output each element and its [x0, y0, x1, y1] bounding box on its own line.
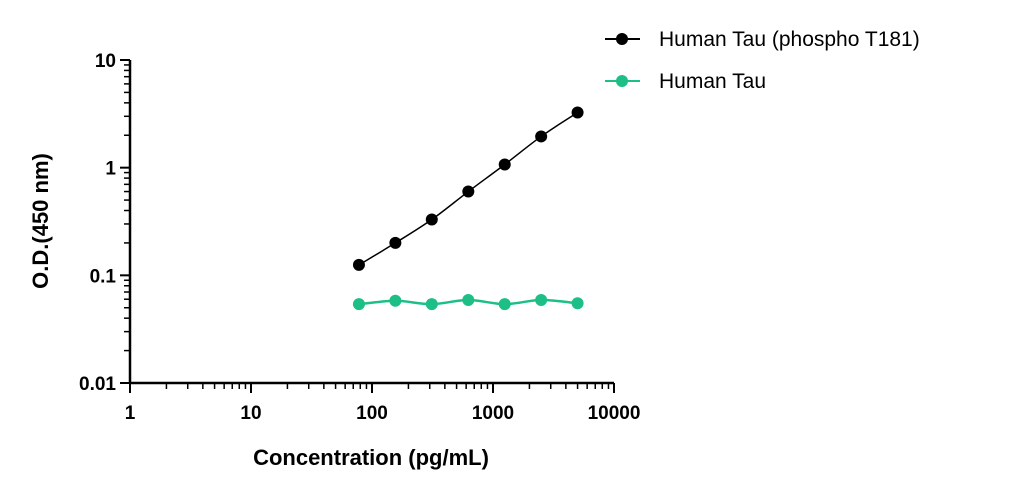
- data-point: [389, 294, 402, 307]
- y-axis-title: O.D.(450 nm): [28, 153, 53, 289]
- legend-label: Human Tau: [659, 70, 766, 93]
- data-point: [498, 158, 511, 171]
- data-point: [425, 213, 438, 226]
- x-axis-title: Concentration (pg/mL): [253, 445, 489, 470]
- data-point: [425, 298, 438, 311]
- y-tick-label: 0.01: [79, 374, 116, 395]
- legend-marker: [616, 33, 628, 45]
- data-point: [498, 298, 511, 311]
- legend-marker: [616, 75, 628, 87]
- x-tick-label: 10000: [588, 403, 641, 424]
- tick-labels: 1 10 100 1000 10000 0.01 0.1 1 10: [79, 51, 640, 424]
- y-tick-label: 0.1: [90, 266, 117, 287]
- data-point: [571, 106, 584, 119]
- legend-item: Human Tau (phospho T181): [605, 28, 920, 51]
- x-tick-label: 1: [125, 403, 136, 424]
- y-tick-label: 10: [95, 51, 116, 72]
- y-tick-label: 1: [105, 159, 116, 180]
- axes: [128, 60, 614, 385]
- x-tick-label: 100: [356, 403, 388, 424]
- legend: Human Tau (phospho T181) Human Tau: [605, 28, 920, 93]
- data-point: [462, 294, 475, 307]
- data-point: [535, 294, 548, 307]
- data-point: [571, 297, 584, 310]
- data-point: [352, 298, 365, 311]
- x-tick-label: 10: [240, 403, 261, 424]
- series-1: [352, 106, 584, 271]
- data-point: [535, 130, 548, 143]
- data-point: [462, 185, 475, 198]
- series-2: [352, 294, 584, 311]
- x-tick-label: 1000: [472, 403, 514, 424]
- data-point: [389, 236, 402, 249]
- ticks: [120, 59, 615, 393]
- legend-label: Human Tau (phospho T181): [659, 28, 920, 51]
- series-layer: [352, 106, 584, 311]
- legend-item: Human Tau: [605, 70, 766, 93]
- data-point: [352, 258, 365, 271]
